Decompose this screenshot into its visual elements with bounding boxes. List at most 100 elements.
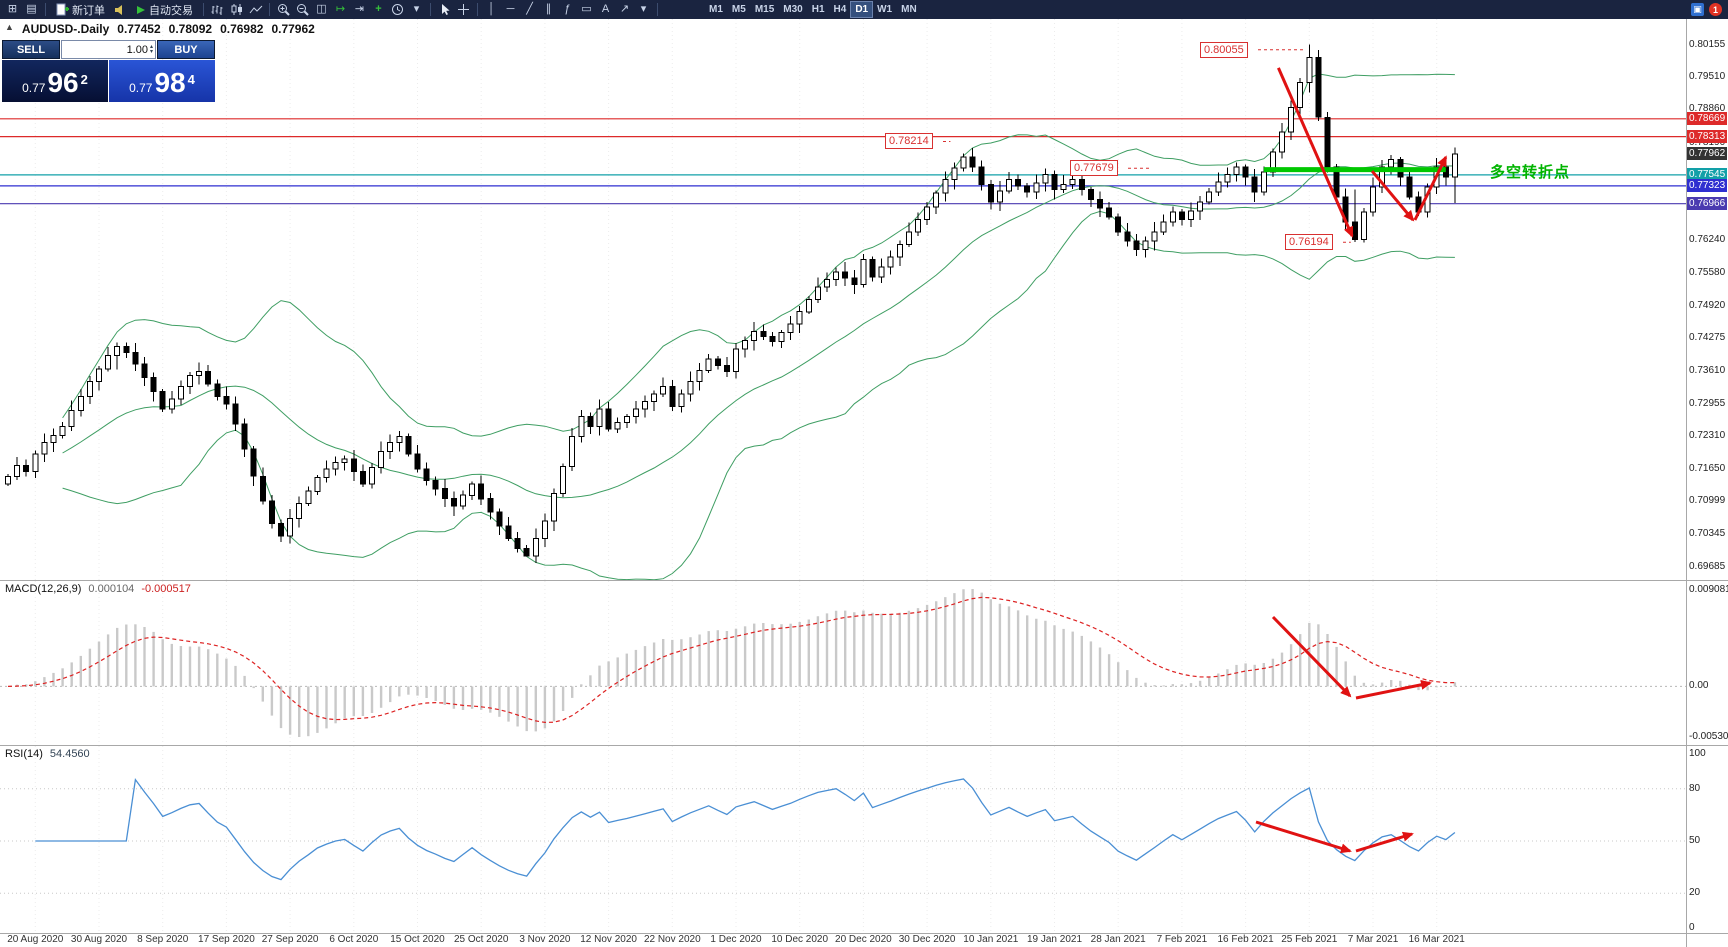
date-label: 30 Dec 2020 <box>898 934 956 945</box>
timeframe-m1[interactable]: M1 <box>709 4 723 15</box>
rsi-name: RSI(14) <box>5 748 43 760</box>
buy-price-display[interactable]: 0.77 98 4 <box>109 60 215 102</box>
date-label: 7 Mar 2021 <box>1347 934 1399 945</box>
volume-spinner[interactable]: ▴ ▾ <box>149 43 153 55</box>
price-tick: 20 <box>1689 887 1701 899</box>
tools-dropdown-icon[interactable]: ▾ <box>640 3 647 15</box>
text-tool-icon[interactable]: A <box>601 3 610 15</box>
notification-badge[interactable]: 1 <box>1709 3 1722 16</box>
zoom-out-icon[interactable] <box>294 2 311 17</box>
shapes-tool-icon[interactable]: ▭ <box>581 3 592 15</box>
crosshair-icon[interactable] <box>455 2 472 17</box>
toolbar-separator <box>657 3 658 16</box>
profiles-icon[interactable]: ▤ <box>26 3 37 15</box>
price-tick: 0.78860 <box>1689 103 1726 115</box>
toolbar-separator <box>45 3 46 16</box>
trend-arrow[interactable] <box>1370 170 1415 222</box>
rsi-arrow[interactable] <box>1255 820 1352 854</box>
macd-histogram <box>15 589 1457 737</box>
date-label: 7 Feb 2021 <box>1156 934 1208 945</box>
bar-chart-icon[interactable] <box>209 2 226 17</box>
price-tick: 0.72310 <box>1689 429 1726 441</box>
price-callout[interactable]: 0.77679 <box>1070 160 1118 177</box>
toolbar-right-group: ▣ 1 <box>1691 3 1724 16</box>
timeframe-m5[interactable]: M5 <box>731 4 746 15</box>
date-label: 3 Nov 2020 <box>519 934 571 945</box>
rsi-line <box>35 777 1456 881</box>
zoom-in-icon[interactable] <box>275 2 292 17</box>
timeframe-m15[interactable]: M15 <box>754 4 775 15</box>
date-label: 10 Jan 2021 <box>963 934 1019 945</box>
price-axis-highlight: 0.77545 <box>1687 167 1728 181</box>
auto-trading-button[interactable]: 自动交易 <box>131 2 198 17</box>
price-callout[interactable]: 0.78214 <box>885 133 933 150</box>
ohlc-open: 0.77452 <box>117 22 161 36</box>
macd-label: MACD(12,26,9) 0.000104 -0.000517 <box>5 583 191 595</box>
macd-panel <box>0 581 1686 745</box>
templates-dropdown-icon[interactable]: ▾ <box>413 3 420 15</box>
timeframe-w1[interactable]: W1 <box>877 4 893 15</box>
collapse-trade-panel-icon[interactable]: ▲ <box>5 22 14 32</box>
panel-divider[interactable] <box>0 580 1728 581</box>
timeframe-m30[interactable]: M30 <box>783 4 803 15</box>
price-callout[interactable]: 0.80055 <box>1200 41 1248 58</box>
community-icon[interactable]: ▣ <box>1691 3 1704 16</box>
price-axis-highlight: 0.78313 <box>1687 129 1728 143</box>
rsi-arrow[interactable] <box>1355 831 1414 853</box>
date-label: 16 Mar 2021 <box>1408 934 1465 945</box>
macd-arrow[interactable] <box>1355 679 1432 700</box>
periods-clock-icon[interactable] <box>389 2 406 17</box>
trend-arrow[interactable] <box>1277 67 1354 238</box>
timeframe-group: M1 M5 M15 M30 H1 H4 D1 W1 MN <box>705 1 921 18</box>
price-axis[interactable]: 0.801550.795100.788600.781900.762400.755… <box>1687 0 1728 947</box>
new-chart-icon[interactable]: ⊞ <box>7 3 18 15</box>
price-tick: 0.80155 <box>1689 38 1726 50</box>
sell-price-main: 0.77 <box>22 81 46 95</box>
sell-price-display[interactable]: 0.77 96 2 <box>2 60 108 102</box>
fibonacci-tool-icon[interactable]: ƒ <box>564 3 571 15</box>
price-tick: 0.75580 <box>1689 266 1726 278</box>
line-chart-icon[interactable] <box>247 2 264 17</box>
sell-price-sup: 2 <box>80 72 88 87</box>
macd-arrow[interactable] <box>1271 615 1352 698</box>
date-label: 22 Nov 2020 <box>643 934 701 945</box>
alerts-icon[interactable] <box>112 2 129 17</box>
horizontal-line-tool-icon[interactable]: ─ <box>506 3 515 15</box>
auto-trading-label: 自动交易 <box>149 4 193 17</box>
trend-arrow[interactable] <box>1413 155 1448 221</box>
indicators-icon[interactable]: + <box>375 3 382 15</box>
arrows-tool-icon[interactable]: ↗ <box>619 3 630 15</box>
date-label: 28 Jan 2021 <box>1090 934 1146 945</box>
price-callout[interactable]: 0.76194 <box>1285 234 1333 251</box>
date-label: 25 Feb 2021 <box>1281 934 1338 945</box>
candlestick-chart-icon[interactable] <box>228 2 245 17</box>
new-order-button[interactable]: 新订单 <box>51 2 110 17</box>
vertical-line-tool-icon[interactable]: │ <box>488 3 495 15</box>
timeframe-h4[interactable]: H4 <box>833 4 847 15</box>
timeframe-mn[interactable]: MN <box>901 4 917 15</box>
macd-main-value: 0.000104 <box>88 583 135 595</box>
chart-shift-icon[interactable]: ⇥ <box>354 3 365 15</box>
date-label: 16 Feb 2021 <box>1217 934 1274 945</box>
panel-divider[interactable] <box>0 745 1728 746</box>
chart-symbol-header: ▲ AUDUSD-.Daily 0.77452 0.78092 0.76982 … <box>5 22 315 36</box>
channel-tool-icon[interactable]: ∥ <box>545 3 552 15</box>
trendline-tool-icon[interactable]: ╱ <box>526 3 533 15</box>
price-tick: 0.70345 <box>1689 527 1726 539</box>
buy-price-big: 98 <box>154 67 186 98</box>
volume-input[interactable]: 1.00 ▴ ▾ <box>61 40 156 59</box>
price-tick: 0.70999 <box>1689 495 1726 507</box>
time-axis[interactable]: 20 Aug 2020 30 Aug 2020 8 Sep 2020 17 Sep 2… <box>0 934 1686 947</box>
timeframe-d1[interactable]: D1 <box>850 1 874 18</box>
date-label: 12 Nov 2020 <box>580 934 637 945</box>
tile-windows-icon[interactable]: ◫ <box>316 3 327 15</box>
date-label: 10 Dec 2020 <box>771 934 829 945</box>
ohlc-close: 0.77962 <box>271 22 315 36</box>
timeframe-h1[interactable]: H1 <box>811 4 825 15</box>
bollinger-upper-band <box>62 73 1455 437</box>
new-order-icon <box>56 3 69 16</box>
sell-button[interactable]: SELL <box>2 40 60 59</box>
auto-scroll-icon[interactable]: ↦ <box>335 3 346 15</box>
cursor-icon[interactable] <box>436 2 453 17</box>
buy-button[interactable]: BUY <box>157 40 215 59</box>
